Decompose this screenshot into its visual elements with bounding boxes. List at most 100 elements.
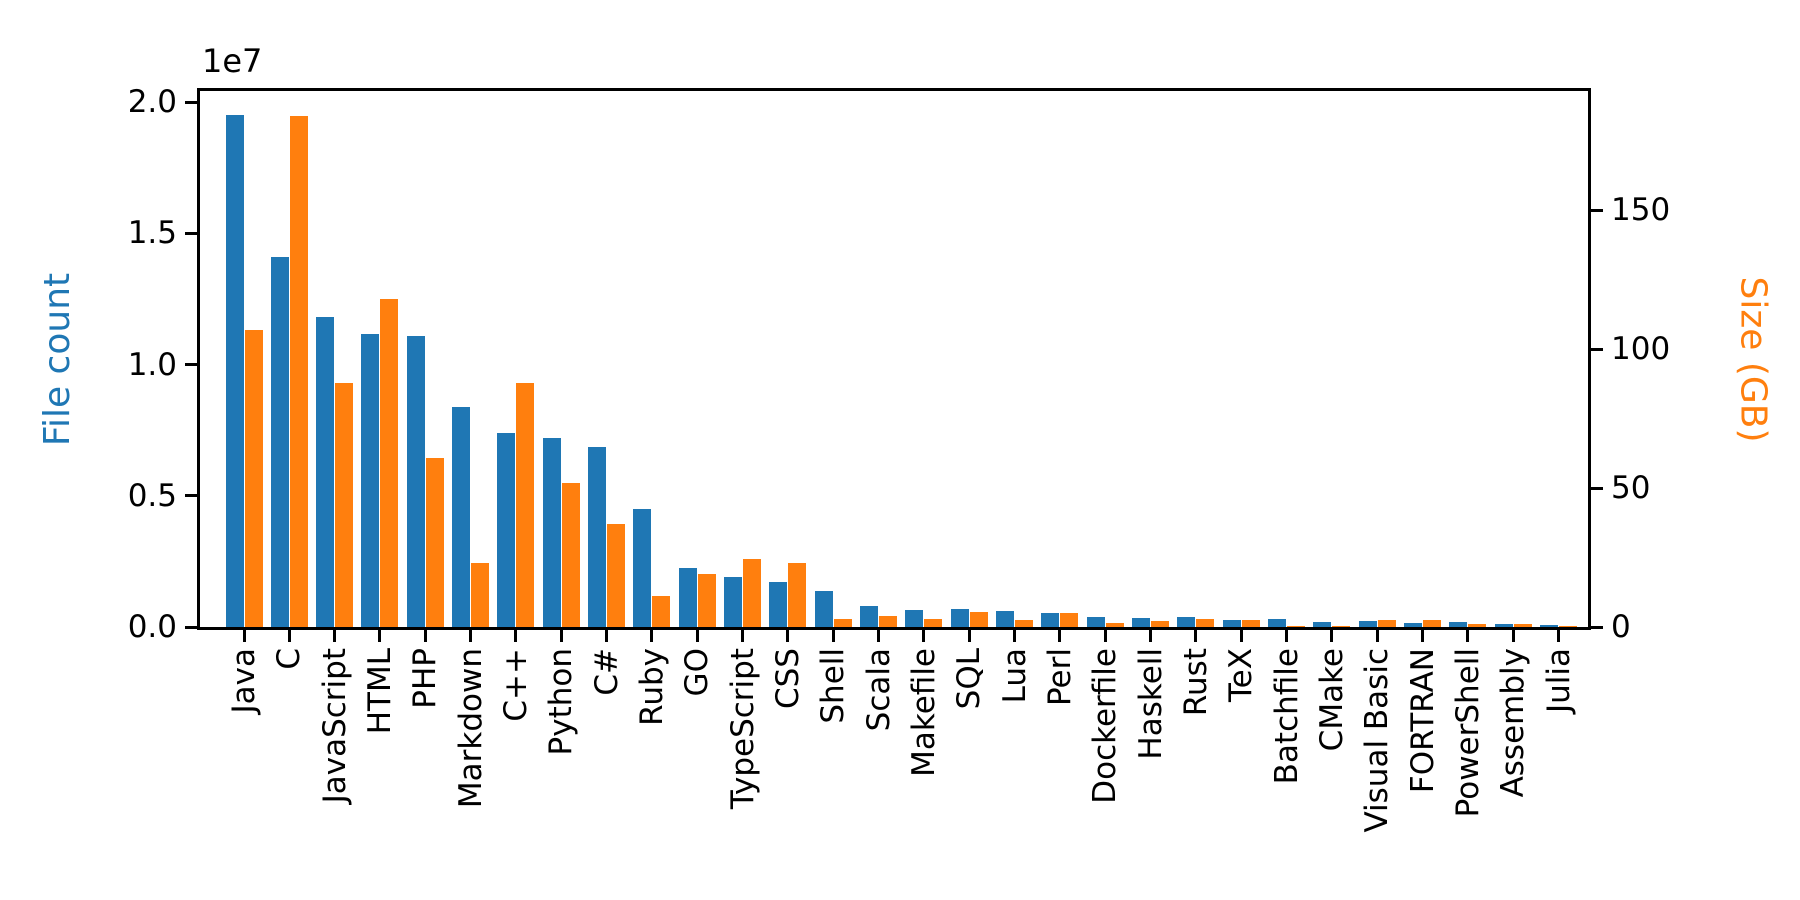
x-tick-label: HTML	[361, 648, 398, 735]
bar-file-count-powershell	[1449, 622, 1468, 627]
y-tick-left	[185, 100, 197, 104]
bar-file-count-c#	[588, 447, 607, 627]
bar-size-gb-markdown	[471, 563, 490, 627]
x-tick-label: Batchfile	[1268, 648, 1305, 785]
x-tick-label: Julia	[1540, 648, 1577, 714]
x-tick-label: Makefile	[905, 648, 942, 777]
bar-file-count-ruby	[633, 508, 652, 627]
x-tick	[1511, 630, 1515, 642]
bar-file-count-julia	[1540, 625, 1559, 627]
bar-file-count-markdown	[452, 406, 471, 627]
y-tick-label-right: 100	[1611, 331, 1671, 368]
bar-file-count-javascript	[316, 317, 335, 627]
y-tick-label-right: 150	[1611, 192, 1671, 229]
x-tick-label: JavaScript	[316, 648, 353, 804]
bar-size-gb-rust	[1196, 618, 1215, 627]
x-tick-label: TypeScript	[724, 648, 761, 810]
y-tick-label-left: 0.0	[127, 609, 177, 645]
x-tick	[378, 630, 382, 642]
y-tick-label-right: 50	[1611, 470, 1651, 507]
bar-size-gb-tex	[1241, 620, 1260, 627]
bar-size-gb-typescript	[743, 558, 762, 627]
bar-size-gb-cmake	[1332, 625, 1351, 627]
bar-size-gb-perl	[1060, 613, 1079, 627]
y-tick-label-left: 2.0	[127, 84, 177, 121]
y-tick-label-left: 1.5	[127, 215, 177, 252]
x-tick-label: CSS	[769, 648, 806, 710]
bar-file-count-tex	[1222, 620, 1241, 627]
right-axis-title-box: Size (GB)	[1729, 91, 1777, 627]
x-tick	[650, 630, 654, 642]
x-tick	[333, 630, 337, 642]
bar-file-count-sql	[950, 608, 969, 627]
bar-file-count-css	[769, 582, 788, 627]
bar-size-gb-powershell	[1468, 624, 1487, 627]
x-tick	[287, 630, 291, 642]
bar-size-gb-batchfile	[1287, 625, 1306, 627]
right-axis-title: Size (GB)	[1732, 275, 1774, 443]
x-tick	[514, 630, 518, 642]
bar-size-gb-julia	[1559, 626, 1578, 627]
bar-size-gb-css	[788, 563, 807, 627]
x-tick-label: Shell	[815, 648, 852, 724]
x-tick-label: Scala	[860, 648, 897, 732]
bar-size-gb-fortran	[1423, 620, 1442, 627]
x-tick	[695, 630, 699, 642]
bar-size-gb-c#	[607, 524, 626, 627]
x-tick-label: GO	[679, 648, 716, 697]
y-tick-right	[1591, 486, 1603, 490]
y-tick-left	[185, 494, 197, 498]
x-tick	[877, 630, 881, 642]
x-tick-label: Assembly	[1495, 648, 1532, 798]
y-tick-label-left: 1.0	[127, 346, 177, 383]
bar-size-gb-java	[244, 329, 263, 627]
x-tick	[1194, 630, 1198, 642]
x-tick	[1330, 630, 1334, 642]
x-tick-label: Java	[226, 648, 262, 714]
bar-size-gb-visual-basic	[1377, 619, 1396, 627]
axis-offset-text: 1e7	[202, 42, 263, 80]
x-tick-label: Ruby	[633, 648, 670, 726]
x-tick	[559, 630, 563, 642]
x-tick-label: TeX	[1223, 648, 1260, 702]
x-tick-label: Perl	[1041, 648, 1078, 707]
bar-size-gb-lua	[1015, 620, 1034, 627]
y-tick-left	[185, 363, 197, 366]
bar-file-count-assembly	[1494, 623, 1513, 627]
bar-size-gb-sql	[969, 611, 988, 627]
bar-file-count-python	[542, 438, 561, 627]
x-tick-label: FORTRAN	[1404, 648, 1441, 794]
x-tick-label: C#	[588, 648, 625, 696]
y-tick-right	[1591, 208, 1603, 212]
bar-file-count-cmake	[1313, 621, 1332, 627]
y-tick-left	[185, 625, 197, 629]
bar-file-count-c++	[497, 432, 516, 627]
bar-file-count-visual-basic	[1358, 621, 1377, 627]
x-tick-label: Visual Basic	[1359, 648, 1396, 833]
bar-size-gb-c	[289, 115, 308, 627]
x-tick	[1239, 630, 1243, 642]
bar-size-gb-scala	[879, 615, 898, 627]
bar-size-gb-html	[380, 299, 399, 627]
bar-file-count-java	[225, 115, 244, 627]
x-tick-label: PHP	[407, 648, 444, 709]
x-tick	[831, 630, 835, 642]
x-tick	[469, 630, 473, 642]
x-tick-label: C	[271, 648, 308, 670]
bar-file-count-html	[361, 334, 380, 627]
x-tick	[242, 630, 246, 642]
bar-file-count-php	[406, 335, 425, 627]
x-tick	[967, 630, 971, 642]
bar-file-count-c	[270, 256, 289, 627]
bar-file-count-dockerfile	[1086, 617, 1105, 627]
y-tick-right	[1591, 347, 1603, 351]
bar-file-count-haskell	[1132, 618, 1151, 627]
bar-file-count-fortran	[1404, 623, 1423, 627]
x-tick	[1285, 630, 1289, 642]
x-tick-label: PowerShell	[1449, 648, 1486, 818]
bar-size-gb-assembly	[1513, 624, 1532, 627]
y-tick-label-left: 0.5	[127, 477, 177, 514]
bar-size-gb-makefile	[924, 618, 943, 627]
x-tick	[1103, 630, 1107, 642]
